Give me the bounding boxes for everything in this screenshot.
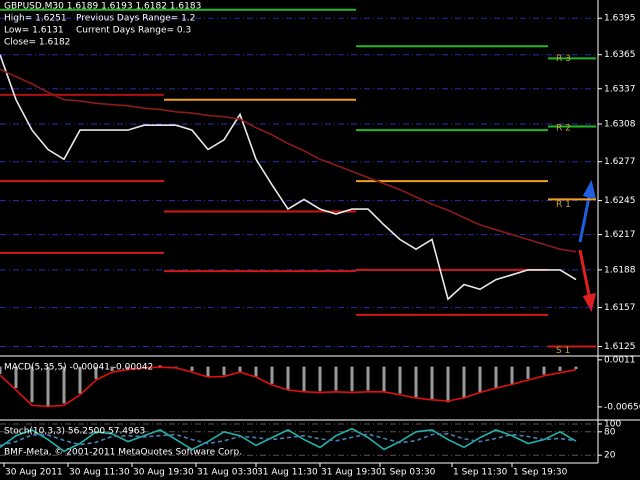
series-line	[0, 54, 577, 301]
macd-bar	[254, 366, 258, 377]
macd-bar	[0, 366, 2, 374]
arrow-up	[578, 179, 596, 243]
x-tick-label: 31 Aug 19:30	[321, 468, 382, 478]
macd-bar	[542, 366, 546, 375]
macd-bar	[126, 366, 130, 369]
macd-bar	[334, 366, 338, 391]
y-tick-label: 1.6365	[604, 50, 636, 60]
macd-bar	[222, 366, 226, 376]
macd-bar	[462, 366, 466, 399]
y-tick-label: 1.6395	[604, 14, 636, 24]
macd-bar	[318, 366, 322, 392]
macd-bar	[286, 366, 290, 390]
macd-bar	[350, 366, 354, 392]
macd-bar	[366, 366, 370, 391]
pivot-label: R 1	[556, 200, 571, 210]
y-tick-label: 1.6277	[604, 157, 636, 167]
arrow-down	[578, 249, 596, 313]
y-tick-label: 1.6188	[604, 265, 636, 275]
macd-bar	[206, 366, 210, 377]
annotation: Previous Days Range= 1.2	[76, 14, 195, 24]
pivot-label: R 2	[556, 124, 571, 134]
macd-bar	[430, 366, 434, 400]
x-tick-label: 1 Sep 11:30	[453, 468, 508, 478]
chart-title: Stoch(10,3,3) 56.2500 57.4963	[4, 427, 145, 437]
pivot-label: R 3	[556, 54, 571, 64]
macd-bar	[510, 366, 514, 384]
macd-bar	[382, 366, 386, 392]
annotation: High= 1.6251	[4, 14, 67, 24]
y-tick-label: 1.6337	[604, 84, 636, 94]
macd-bar	[30, 366, 34, 403]
series-line	[0, 366, 577, 408]
y-tick-label: 100	[604, 420, 621, 430]
macd-bar	[158, 365, 162, 367]
chart-title: GBPUSD,M30 1.6189 1.6193 1.6182 1.6183	[4, 2, 201, 12]
x-tick-label: 30 Aug 2011	[5, 468, 63, 478]
macd-bar	[414, 366, 418, 398]
x-tick-label: 1 Sep 03:30	[381, 468, 436, 478]
y-tick-label: 1.6157	[604, 303, 636, 313]
x-tick-label: 30 Aug 19:30	[133, 468, 194, 478]
series-line	[0, 432, 577, 447]
x-tick-label: 31 Aug 03:30	[197, 468, 258, 478]
macd-bar	[62, 366, 66, 404]
x-tick-label: 1 Sep 19:30	[513, 468, 568, 478]
annotation: Current Days Range= 0.3	[76, 26, 191, 36]
macd-bar	[558, 366, 562, 371]
macd-bar	[14, 366, 18, 389]
copyright: BMF-Meta, © 2001-2011 MetaQuotes Softwar…	[4, 448, 242, 458]
macd-bar	[94, 366, 98, 379]
series-line	[0, 427, 577, 453]
macd-bar	[526, 366, 530, 379]
macd-bar	[78, 366, 82, 394]
y-tick-label: -0.00656	[604, 402, 640, 412]
macd-bar	[238, 366, 242, 372]
macd-bar	[478, 366, 482, 394]
macd-bar	[446, 366, 450, 403]
y-tick-label: 1.6217	[604, 230, 636, 240]
chart-title: MACD(5,35,5) -0.00041 -0.00042	[4, 363, 153, 373]
macd-bar	[494, 366, 498, 389]
series-line	[0, 68, 577, 253]
macd-bar	[46, 366, 50, 408]
macd-bar	[110, 366, 114, 371]
pivot-label: S 1	[556, 346, 570, 356]
macd-bar	[190, 366, 194, 371]
y-tick-label: 1.6308	[604, 120, 636, 130]
macd-bar	[574, 366, 578, 370]
macd-bar	[302, 366, 306, 392]
macd-bar	[398, 366, 402, 394]
macd-bar	[270, 366, 274, 384]
macd-bar	[174, 366, 178, 368]
annotation: Low= 1.6131	[4, 26, 64, 36]
y-tick-label: 1.6245	[604, 196, 636, 206]
y-tick-label: 80	[604, 427, 616, 437]
x-tick-label: 31 Aug 11:30	[257, 468, 318, 478]
y-tick-label: 20	[604, 451, 616, 461]
y-tick-label: 1.6125	[604, 342, 636, 352]
x-tick-label: 30 Aug 11:30	[69, 468, 130, 478]
annotation: Close= 1.6182	[4, 38, 70, 48]
y-tick-label: 0.0011	[604, 355, 636, 365]
